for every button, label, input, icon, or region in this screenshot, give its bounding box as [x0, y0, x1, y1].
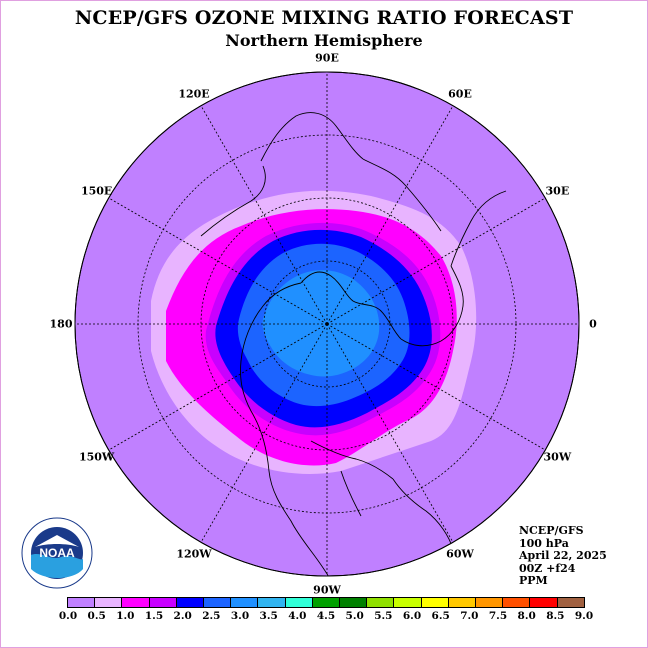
colorbar-tick-label: 5.5 [374, 610, 393, 622]
colorbar-tick-label: 7.5 [488, 610, 508, 622]
colorbar-tick-label: 3.5 [259, 610, 278, 622]
colorbar-cell [476, 598, 504, 607]
colorbar-tick-label: 8.5 [546, 610, 565, 622]
longitude-label: 90E [315, 51, 339, 65]
colorbar-tick-label: 5.0 [345, 610, 364, 622]
forecast-info: NCEP/GFS 100 hPa April 22, 2025 00Z +f24… [519, 524, 607, 588]
info-date: April 22, 2025 [519, 549, 607, 562]
colorbar [67, 597, 585, 608]
meridian-lines [75, 72, 579, 576]
longitude-label: 60E [448, 87, 472, 101]
colorbar-cell [122, 598, 150, 607]
longitude-label: 150E [80, 184, 113, 198]
colorbar-cell [258, 598, 286, 607]
colorbar-tick-label: 7.0 [460, 610, 479, 622]
longitude-label: 150W [78, 450, 115, 464]
colorbar-tick-label: 2.0 [173, 610, 192, 622]
colorbar-cell [176, 598, 205, 607]
colorbar-cell [231, 598, 259, 607]
longitude-label: 120W [176, 547, 212, 561]
colorbar-tick-label: 0.5 [87, 610, 106, 622]
colorbar-cell [204, 598, 232, 607]
noaa-logo-text: NOAA [39, 546, 75, 560]
colorbar-tick-label: 8.0 [517, 610, 536, 622]
colorbar-tick-label: 1.0 [116, 610, 135, 622]
meridian-line [200, 105, 328, 325]
meridian-line [326, 323, 454, 543]
longitude-label: 0 [589, 317, 597, 331]
colorbar-cell [285, 598, 313, 607]
colorbar-cell [149, 598, 177, 607]
info-units: PPM [519, 574, 548, 587]
longitude-label: 120E [178, 87, 210, 101]
info-level: 100 hPa [519, 536, 569, 550]
colorbar-tick-label: 6.0 [402, 610, 422, 622]
meridian-line [326, 197, 546, 325]
colorbar-cell [340, 598, 368, 607]
coastlines [200, 112, 507, 576]
colorbar-tick-label: 6.5 [431, 610, 450, 622]
longitude-label: 60W [446, 547, 474, 561]
noaa-logo-icon: NOAA [21, 517, 93, 589]
meridian-line [108, 323, 328, 451]
colorbar-cell [394, 598, 422, 607]
colorbar-cell [312, 598, 341, 607]
meridian-line [326, 323, 546, 451]
meridian-line [108, 197, 328, 325]
info-cycle: 00Z +f24 [519, 561, 576, 575]
colorbar-cell [557, 598, 584, 607]
meridian-line [200, 323, 328, 543]
longitude-label: 30E [545, 184, 570, 198]
longitude-label: 90W [313, 583, 341, 597]
colorbar-tick-label: 2.5 [202, 610, 221, 622]
colorbar-cell [503, 598, 531, 607]
colorbar-ticks: 0.0 0.5 1.0 1.5 2.0 2.5 3.0 3.5 4.0 4.5 5.0 5.5 6.0 6… [1, 610, 647, 624]
colorbar-tick-label: 4.5 [316, 610, 336, 622]
colorbar-cell [367, 598, 395, 607]
figure-subtitle: Northern Hemisphere [225, 31, 423, 50]
longitude-label: 180 [49, 317, 73, 331]
colorbar-cell [68, 598, 96, 607]
figure-title: NCEP/GFS OZONE MIXING RATIO FORECAST [74, 7, 574, 29]
longitude-label: 30W [543, 450, 572, 464]
ozone-region-3.0 [262, 270, 380, 377]
colorbar-cell [448, 598, 477, 607]
meridian-line [326, 105, 454, 325]
colorbar-cell [421, 598, 449, 607]
info-model: NCEP/GFS [519, 524, 584, 537]
colorbar-tick-label: 4.0 [288, 610, 307, 622]
colorbar-tick-label: 1.5 [144, 610, 164, 622]
colorbar-tick-label: 9.0 [574, 610, 594, 622]
colorbar-tick-label: 3.0 [230, 610, 250, 622]
colorbar-tick-label: 0.0 [58, 610, 78, 622]
colorbar-cell [530, 598, 558, 607]
colorbar-cell [95, 598, 123, 607]
